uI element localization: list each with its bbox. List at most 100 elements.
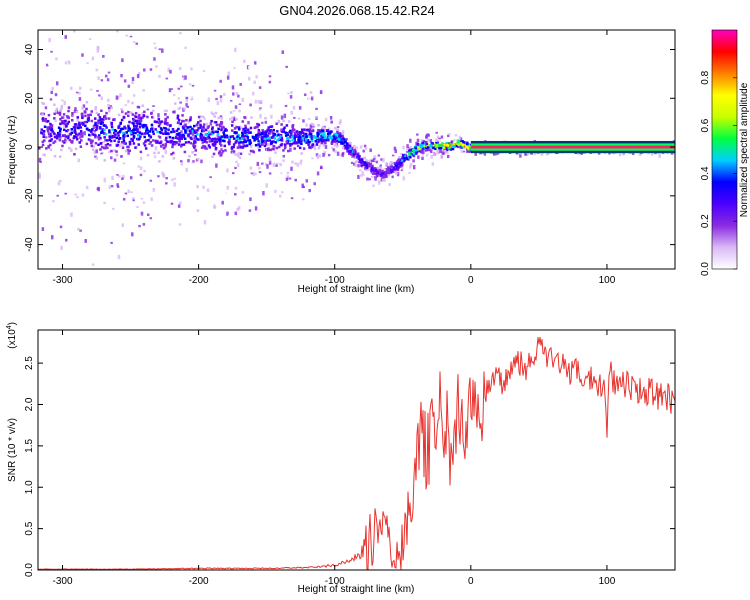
spectrogram-cell <box>180 85 183 88</box>
spectrogram-cell <box>116 30 119 33</box>
spectrogram-cell <box>355 146 358 150</box>
spectrogram-cell <box>138 224 141 228</box>
spectrogram-cell <box>300 131 304 134</box>
spectrogram-cell <box>136 137 139 141</box>
spectrogram-cell <box>132 41 136 43</box>
spectrogram-cell <box>56 194 59 197</box>
spectrogram-cell <box>341 146 345 149</box>
spectrogram-cell <box>274 189 277 193</box>
spectrogram-cell <box>280 191 284 194</box>
spectrogram-cell <box>185 128 189 132</box>
spectrogram-cell <box>248 209 252 212</box>
spectrogram-cell <box>107 106 111 110</box>
spectrogram-cell <box>202 129 206 133</box>
spectrogram-cell <box>429 139 433 143</box>
spectrogram-cell <box>60 148 63 152</box>
spectrogram-cell <box>256 122 259 126</box>
spectrogram-cell <box>138 125 142 129</box>
spectrogram-cell <box>187 133 190 136</box>
spectrogram-cell <box>275 162 279 165</box>
spectrogram-cell <box>455 148 459 151</box>
spectrogram-cell <box>304 131 308 134</box>
spectrogram-cell <box>122 198 126 201</box>
spectrogram-cell <box>130 137 133 141</box>
spectrogram-cell <box>291 125 294 128</box>
spectrogram-cell <box>405 156 408 160</box>
spectrogram-cell <box>184 75 187 80</box>
spectrogram-cell <box>184 46 187 49</box>
spectrogram-cell <box>300 128 304 131</box>
spectrogram-cell <box>100 109 103 113</box>
spectrogram-cell <box>138 129 142 133</box>
spectrogram-cell <box>177 87 181 90</box>
spectrogram-cell <box>41 209 45 212</box>
spectrogram-cell <box>207 144 211 147</box>
spectrogram-cell <box>286 133 290 137</box>
spectrogram-cell <box>103 177 107 183</box>
spectrogram-cell <box>274 89 277 94</box>
spectrogram-cell <box>193 136 197 140</box>
spectrogram-cell <box>349 141 352 145</box>
spectrogram-cell <box>120 108 123 111</box>
spectrogram-cell <box>383 170 387 174</box>
spectrogram-cell <box>237 143 241 147</box>
spectrogram-cell <box>182 119 185 123</box>
spectrogram-cell <box>123 79 127 83</box>
spectrogram-cell <box>350 134 353 138</box>
spectrogram-cell <box>436 150 440 155</box>
spectrogram-cell <box>69 148 73 152</box>
spectrogram-cell <box>60 107 63 110</box>
spectrogram-cell <box>214 146 218 150</box>
spectrogram-cell <box>409 138 412 143</box>
spectrogram-cell <box>205 133 209 137</box>
spectrogram-cell <box>69 132 73 136</box>
spectrogram-cell <box>249 149 253 153</box>
spectrogram-cell <box>420 143 424 146</box>
spectrogram-cell <box>401 163 404 166</box>
spectrogram-y-tick-label: 0 <box>24 144 35 150</box>
spectrogram-cell <box>172 130 176 133</box>
spectrogram-cell <box>365 166 369 170</box>
spectrogram-cell <box>371 166 374 170</box>
spectrogram-cell <box>458 135 462 140</box>
spectrogram-cell <box>265 137 268 140</box>
spectrogram-cell <box>130 129 133 133</box>
snr-line <box>38 336 675 570</box>
spectrogram-cell <box>40 131 44 135</box>
spectrogram-cell <box>220 148 223 152</box>
spectrogram-cell <box>308 130 311 133</box>
colorbar-gradient <box>712 30 737 269</box>
spectrogram-cell <box>435 144 438 147</box>
spectrogram-cell <box>300 139 303 143</box>
spectrogram-cell <box>79 229 82 232</box>
spectrogram-cell <box>208 140 212 143</box>
spectrogram-cell <box>46 130 50 133</box>
spectrogram-cell <box>357 174 360 179</box>
spectrogram-cell <box>297 132 300 136</box>
spectrogram-cell <box>84 114 87 118</box>
spectrogram-cell <box>157 151 160 155</box>
spectrogram-cell <box>267 129 271 132</box>
spectrogram-cell <box>236 133 240 137</box>
spectrogram-cell <box>439 147 443 150</box>
spectrogram-cell <box>330 120 333 124</box>
spectrogram-cell <box>258 148 261 152</box>
snr-x-tick-label: 0 <box>468 576 474 587</box>
spectrogram-cell <box>177 127 180 131</box>
spectrogram-cell <box>132 142 136 145</box>
spectrogram-cell <box>213 142 217 145</box>
spectrogram-cell <box>208 146 212 149</box>
spectrogram-cell <box>38 172 41 177</box>
spectrogram-cell <box>225 129 228 132</box>
snr-scale-factor: (x104) <box>6 322 18 349</box>
spectrogram-cell <box>87 119 90 122</box>
spectrogram-cell <box>419 145 423 149</box>
spectrogram-cell <box>43 125 47 128</box>
spectrogram-cell <box>137 143 141 146</box>
spectrogram-cell <box>131 113 135 116</box>
spectrogram-cell <box>93 117 97 120</box>
spectrogram-cell <box>273 134 276 138</box>
spectrogram-cell <box>93 129 96 133</box>
spectrogram-y-tick-label: -20 <box>24 188 35 203</box>
spectrogram-cell <box>73 123 77 126</box>
